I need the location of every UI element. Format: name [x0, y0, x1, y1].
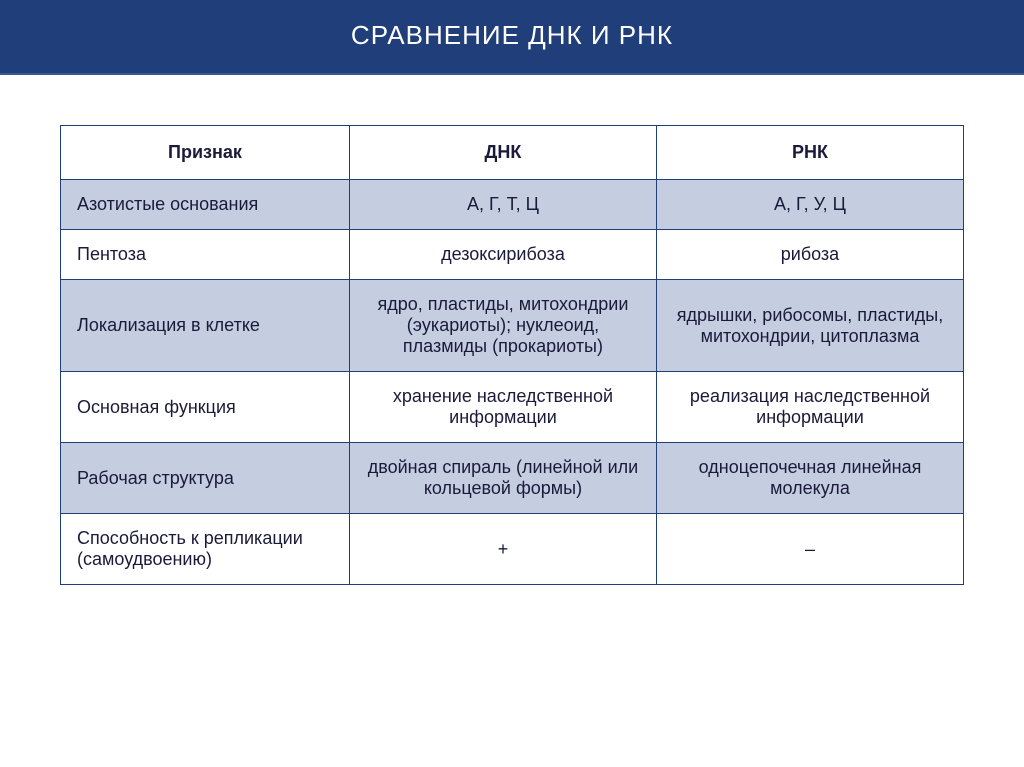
cell-dna: двойная спираль (линейной или кольцевой … [349, 443, 656, 514]
header-dna: ДНК [349, 126, 656, 180]
cell-rna: ядрышки, рибосомы, пластиды, митохондрии… [656, 280, 963, 372]
cell-sign: Рабочая структура [61, 443, 350, 514]
table-row: Способность к репликации (самоудвоению) … [61, 514, 964, 585]
comparison-table: Признак ДНК РНК Азотистые основания А, Г… [60, 125, 964, 585]
header-sign: Признак [61, 126, 350, 180]
cell-rna: одноцепочечная линейная молекула [656, 443, 963, 514]
cell-dna: + [349, 514, 656, 585]
table-header-row: Признак ДНК РНК [61, 126, 964, 180]
cell-rna: рибоза [656, 230, 963, 280]
header-rna: РНК [656, 126, 963, 180]
cell-dna: ядро, пластиды, митохондрии (эукариоты);… [349, 280, 656, 372]
cell-dna: хранение наследственной информации [349, 372, 656, 443]
page-title: СРАВНЕНИЕ ДНК И РНК [0, 0, 1024, 75]
table-row: Локализация в клетке ядро, пластиды, мит… [61, 280, 964, 372]
cell-rna: А, Г, У, Ц [656, 180, 963, 230]
table-row: Пентоза дезоксирибоза рибоза [61, 230, 964, 280]
cell-dna: дезоксирибоза [349, 230, 656, 280]
cell-sign: Азотистые основания [61, 180, 350, 230]
cell-sign: Локализация в клетке [61, 280, 350, 372]
table-row: Основная функция хранение наследственной… [61, 372, 964, 443]
cell-sign: Способность к репликации (самоудвоению) [61, 514, 350, 585]
table-row: Азотистые основания А, Г, Т, Ц А, Г, У, … [61, 180, 964, 230]
cell-sign: Пентоза [61, 230, 350, 280]
cell-sign: Основная функция [61, 372, 350, 443]
cell-dna: А, Г, Т, Ц [349, 180, 656, 230]
content-area: Признак ДНК РНК Азотистые основания А, Г… [0, 75, 1024, 635]
table-row: Рабочая структура двойная спираль (линей… [61, 443, 964, 514]
cell-rna: – [656, 514, 963, 585]
cell-rna: реализация наследственной информации [656, 372, 963, 443]
